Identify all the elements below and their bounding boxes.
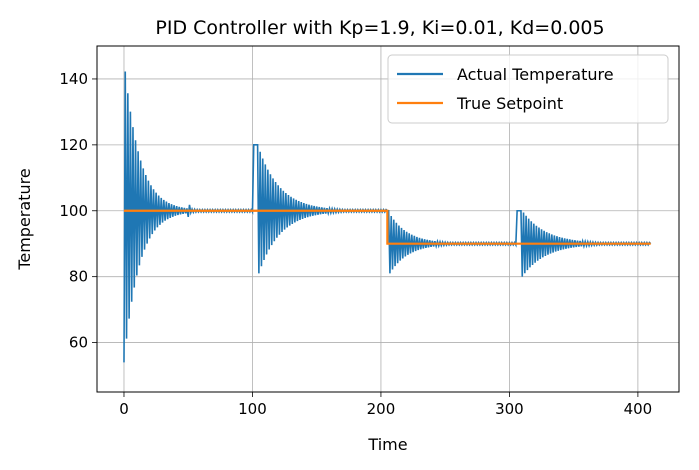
chart-title: PID Controller with Kp=1.9, Ki=0.01, Kd=… xyxy=(155,17,604,39)
plot-area xyxy=(123,71,652,363)
y-tick-label: 140 xyxy=(59,70,88,88)
axes-frame xyxy=(96,45,680,393)
legend: Actual Temperature True Setpoint xyxy=(387,54,669,124)
x-tick-label: 300 xyxy=(495,400,524,418)
y-tick-label: 80 xyxy=(69,268,88,286)
x-tick-label: 0 xyxy=(119,400,129,418)
y-tick-label: 60 xyxy=(69,334,88,352)
y-tick-label: 120 xyxy=(59,136,88,154)
x-tick-label: 200 xyxy=(367,400,396,418)
y-tick-label: 100 xyxy=(59,202,88,220)
x-axis-label: Time xyxy=(367,435,407,454)
legend-label-setpoint: True Setpoint xyxy=(456,94,563,113)
ticks: 0 100 200 300 400 60 80 100 120 140 xyxy=(59,70,652,418)
x-tick-label: 400 xyxy=(624,400,653,418)
x-tick-label: 100 xyxy=(238,400,267,418)
series-true-setpoint xyxy=(123,209,651,245)
legend-label-actual: Actual Temperature xyxy=(457,65,614,84)
y-axis-label: Temperature xyxy=(15,168,34,270)
legend-box xyxy=(387,54,669,124)
